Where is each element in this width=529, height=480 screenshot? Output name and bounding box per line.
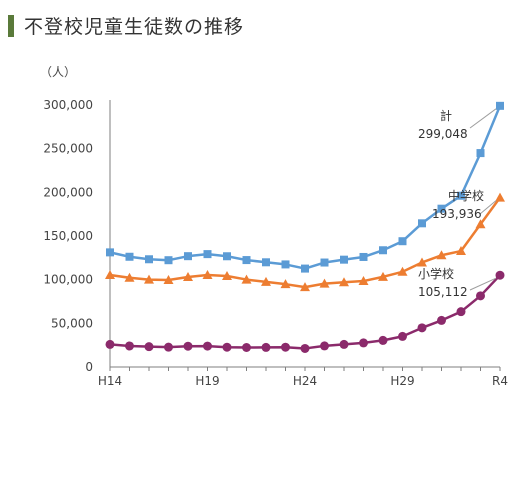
data-point-circle bbox=[281, 342, 290, 352]
data-point-circle bbox=[164, 342, 173, 352]
title-accent-bar bbox=[8, 14, 14, 37]
data-point-square bbox=[301, 264, 309, 273]
annotation-leader-line bbox=[479, 200, 497, 215]
data-point-square bbox=[359, 252, 368, 261]
data-point-triangle bbox=[378, 271, 388, 281]
data-point-triangle bbox=[222, 271, 232, 281]
annotation-leader-line bbox=[469, 108, 497, 129]
data-point-circle bbox=[105, 339, 115, 349]
data-point-circle bbox=[339, 339, 349, 349]
data-point-triangle bbox=[339, 277, 349, 287]
data-point-circle bbox=[144, 342, 154, 352]
data-point-triangle bbox=[300, 282, 310, 292]
series-label: 中学校 bbox=[448, 188, 484, 203]
data-point-triangle bbox=[105, 269, 115, 279]
data-point-square bbox=[379, 246, 387, 255]
data-point-circle bbox=[456, 307, 466, 317]
data-point-square bbox=[106, 248, 114, 257]
data-point-circle bbox=[495, 270, 505, 280]
data-point-square bbox=[320, 258, 329, 267]
data-point-triangle bbox=[144, 274, 154, 284]
data-point-square bbox=[223, 252, 231, 261]
data-point-circle bbox=[476, 291, 485, 301]
chart-title-bar: 不登校児童生徒数の推移 bbox=[8, 12, 244, 39]
data-point-triangle bbox=[280, 279, 291, 289]
data-point-triangle bbox=[124, 272, 135, 282]
y-tick-label: 250,000 bbox=[43, 142, 93, 156]
data-point-square bbox=[164, 256, 173, 265]
data-point-circle bbox=[378, 335, 388, 345]
data-point-triangle bbox=[202, 270, 213, 280]
data-point-triangle bbox=[397, 266, 408, 276]
data-point-square bbox=[281, 260, 290, 269]
data-point-square bbox=[437, 204, 446, 213]
annotation-leader-line bbox=[469, 277, 497, 291]
data-point-square bbox=[418, 219, 426, 228]
y-unit-label: （人） bbox=[40, 65, 76, 79]
data-point-triangle bbox=[183, 271, 193, 281]
x-tick-label: H24 bbox=[293, 374, 317, 388]
data-point-circle bbox=[125, 341, 134, 351]
data-point-circle bbox=[300, 343, 310, 353]
x-tick-label: H29 bbox=[390, 374, 414, 388]
data-point-triangle bbox=[495, 192, 505, 202]
data-point-triangle bbox=[436, 250, 447, 260]
y-tick-label: 200,000 bbox=[43, 185, 93, 199]
data-point-triangle bbox=[319, 278, 330, 288]
end-value-label: 299,048 bbox=[418, 127, 468, 141]
x-tick-label: R4 bbox=[492, 374, 508, 388]
data-point-circle bbox=[183, 341, 193, 351]
data-point-triangle bbox=[358, 276, 369, 286]
y-tick-label: 0 bbox=[85, 360, 93, 374]
end-value-label: 105,112 bbox=[418, 285, 468, 299]
y-tick-label: 50,000 bbox=[51, 316, 93, 330]
data-point-square bbox=[476, 149, 485, 158]
data-point-square bbox=[184, 252, 192, 261]
data-point-triangle bbox=[417, 257, 427, 267]
y-tick-label: 150,000 bbox=[43, 229, 93, 243]
data-point-square bbox=[242, 256, 251, 265]
series-label: 計 bbox=[440, 108, 452, 123]
data-point-square bbox=[457, 191, 465, 200]
data-point-square bbox=[125, 252, 134, 261]
data-point-circle bbox=[437, 315, 446, 325]
x-tick-label: H14 bbox=[98, 374, 122, 388]
data-point-triangle bbox=[241, 274, 252, 284]
x-tick-label: H19 bbox=[195, 374, 219, 388]
data-point-circle bbox=[359, 338, 368, 348]
data-point-circle bbox=[242, 343, 251, 353]
data-point-square bbox=[203, 250, 212, 259]
data-point-triangle bbox=[475, 219, 486, 229]
data-point-triangle bbox=[261, 276, 271, 286]
data-point-square bbox=[262, 258, 270, 267]
data-point-circle bbox=[417, 323, 427, 333]
data-point-square bbox=[496, 101, 504, 110]
data-point-square bbox=[398, 237, 407, 246]
data-point-triangle bbox=[163, 275, 174, 285]
data-point-circle bbox=[222, 342, 232, 352]
data-point-triangle bbox=[456, 246, 466, 256]
end-value-label: 193,936 bbox=[432, 207, 482, 221]
data-point-square bbox=[340, 255, 348, 264]
data-point-circle bbox=[261, 342, 271, 352]
y-tick-label: 300,000 bbox=[43, 98, 93, 112]
data-point-circle bbox=[398, 331, 407, 341]
series-label: 小学校 bbox=[418, 266, 454, 281]
data-point-square bbox=[145, 255, 153, 264]
data-point-circle bbox=[203, 341, 212, 351]
chart-title: 不登校児童生徒数の推移 bbox=[24, 16, 245, 38]
data-point-circle bbox=[320, 341, 329, 351]
y-tick-label: 100,000 bbox=[43, 273, 93, 287]
